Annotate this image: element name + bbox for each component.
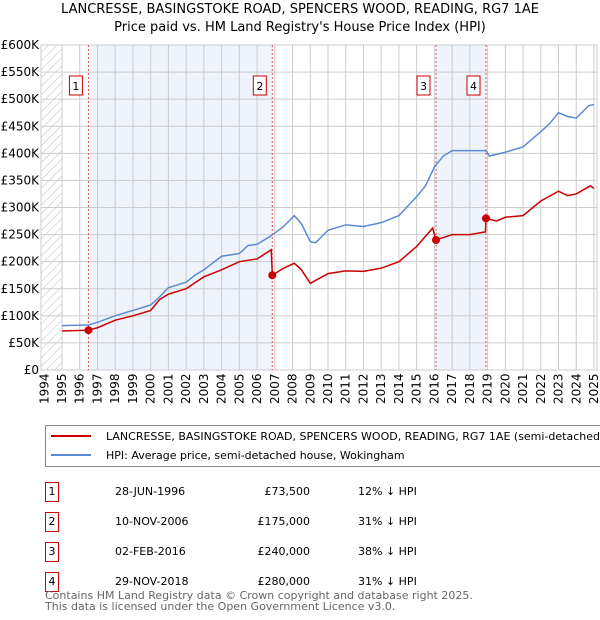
sale-point bbox=[431, 236, 440, 244]
sale-hpi-diff: 38% ↓ HPI bbox=[358, 545, 417, 558]
x-tick-label: 2025 bbox=[587, 373, 600, 404]
sale-price: £73,500 bbox=[264, 485, 311, 498]
sale-row: 4 29-NOV-2018 £280,000 31% ↓ HPI bbox=[45, 572, 445, 594]
x-tick-label: 2009 bbox=[303, 373, 317, 404]
legend-label: HPI: Average price, semi-detached house,… bbox=[106, 448, 405, 462]
y-tick-label: £300K bbox=[1, 201, 41, 215]
y-tick-label: £0 bbox=[24, 363, 39, 377]
x-tick-label: 2008 bbox=[286, 373, 300, 404]
x-tick-label: 2000 bbox=[144, 373, 158, 404]
sale-point bbox=[482, 214, 491, 223]
sale-price: £280,000 bbox=[257, 575, 311, 588]
chart-title: LANCRESSE, BASINGSTOKE ROAD, SPENCERS WO… bbox=[61, 2, 539, 17]
sale-point bbox=[268, 271, 277, 280]
footer-copyright: Contains HM Land Registry data © Crown c… bbox=[45, 589, 473, 602]
sale-row: 2 10-NOV-2006 £175,000 31% ↓ HPI bbox=[45, 512, 445, 534]
sale-hpi-diff: 12% ↓ HPI bbox=[358, 485, 417, 498]
sale-label-box bbox=[68, 75, 83, 96]
x-tick-label: 2013 bbox=[374, 373, 388, 404]
sale-number: 4 bbox=[45, 572, 59, 592]
y-tick-label: £500K bbox=[1, 92, 41, 106]
x-tick-label: 2007 bbox=[268, 373, 282, 404]
sale-label: 3 bbox=[420, 80, 427, 93]
x-tick-label: 1998 bbox=[108, 373, 122, 404]
chart-plot: £0 £50K £100K £150K £200K £250K £300K £350K £400… bbox=[1, 38, 600, 404]
sale-date: 02-FEB-2016 bbox=[115, 545, 186, 558]
legend: LANCRESSE, BASINGSTOKE ROAD, SPENCERS WO… bbox=[45, 425, 600, 467]
x-tick-label: 1995 bbox=[55, 373, 69, 404]
x-tick-label: 2016 bbox=[427, 373, 441, 404]
legend-swatch bbox=[51, 435, 91, 437]
x-tick-label: 2011 bbox=[339, 373, 353, 404]
sale-date: 29-NOV-2018 bbox=[115, 575, 189, 588]
y-tick-label: £600K bbox=[1, 38, 41, 52]
x-tick-label: 2022 bbox=[534, 373, 548, 404]
y-tick-label: £200K bbox=[1, 255, 41, 269]
x-tick-label: 2024 bbox=[569, 373, 583, 404]
x-tick-label: 2004 bbox=[215, 373, 229, 404]
sale-row: 1 28-JUN-1996 £73,500 12% ↓ HPI bbox=[45, 482, 445, 504]
x-tick-label: 1996 bbox=[73, 373, 87, 404]
x-tick-label: 2020 bbox=[498, 373, 512, 404]
series-line bbox=[61, 184, 595, 332]
sale-label: 2 bbox=[256, 80, 263, 93]
sale-date: 10-NOV-2006 bbox=[115, 515, 189, 528]
x-tick-label: 2002 bbox=[179, 373, 193, 404]
series-line bbox=[61, 103, 595, 327]
legend-label: LANCRESSE, BASINGSTOKE ROAD, SPENCERS WO… bbox=[106, 429, 600, 443]
legend-item-property: LANCRESSE, BASINGSTOKE ROAD, SPENCERS WO… bbox=[46, 427, 600, 445]
sale-number: 1 bbox=[45, 482, 59, 502]
y-tick-label: £250K bbox=[1, 228, 41, 242]
sale-hpi-diff: 31% ↓ HPI bbox=[358, 575, 417, 588]
sale-label-box bbox=[416, 75, 431, 96]
sale-label-box bbox=[252, 75, 267, 96]
sale-label: 4 bbox=[470, 80, 477, 93]
x-tick-label: 2006 bbox=[250, 373, 264, 404]
x-tick-label: 2015 bbox=[410, 373, 424, 404]
x-tick-label: 2018 bbox=[463, 373, 477, 404]
x-tick-label: 2021 bbox=[516, 373, 530, 404]
y-tick-label: £450K bbox=[1, 119, 41, 133]
x-tick-label: 2014 bbox=[392, 373, 406, 404]
x-tick-label: 2019 bbox=[481, 373, 495, 404]
y-tick-label: £550K bbox=[1, 65, 41, 79]
plot-frame bbox=[40, 44, 598, 371]
chart-subtitle: Price paid vs. HM Land Registry's House … bbox=[114, 20, 486, 35]
x-tick-label: 1999 bbox=[126, 373, 140, 404]
legend-item-hpi: HPI: Average price, semi-detached house,… bbox=[46, 446, 405, 464]
y-tick-label: £50K bbox=[8, 336, 40, 350]
x-tick-label: 2010 bbox=[321, 373, 335, 404]
x-tick-label: 2005 bbox=[232, 373, 246, 404]
y-tick-label: £400K bbox=[1, 146, 41, 160]
y-tick-label: £350K bbox=[1, 173, 41, 187]
x-tick-label: 2003 bbox=[197, 373, 211, 404]
x-tick-label: 2001 bbox=[161, 373, 175, 404]
sale-price: £175,000 bbox=[257, 515, 311, 528]
y-tick-label: £150K bbox=[1, 282, 41, 296]
footer-licence: This data is licensed under the Open Gov… bbox=[45, 600, 396, 613]
sale-date: 28-JUN-1996 bbox=[115, 485, 186, 498]
sale-row: 3 02-FEB-2016 £240,000 38% ↓ HPI bbox=[45, 542, 445, 564]
sale-label-box bbox=[466, 75, 481, 96]
legend-swatch bbox=[51, 454, 91, 456]
sale-number: 3 bbox=[45, 542, 59, 562]
x-tick-label: 2023 bbox=[552, 373, 566, 404]
x-tick-label: 1994 bbox=[37, 373, 51, 404]
sale-label: 1 bbox=[72, 80, 79, 93]
x-tick-label: 1997 bbox=[90, 373, 104, 404]
y-tick-label: £100K bbox=[1, 309, 41, 323]
sale-price: £240,000 bbox=[257, 545, 311, 558]
sale-number: 2 bbox=[45, 512, 59, 532]
sale-hpi-diff: 31% ↓ HPI bbox=[358, 515, 417, 528]
sale-point bbox=[84, 326, 93, 335]
x-tick-label: 2012 bbox=[356, 373, 370, 404]
x-tick-label: 2017 bbox=[445, 373, 459, 404]
